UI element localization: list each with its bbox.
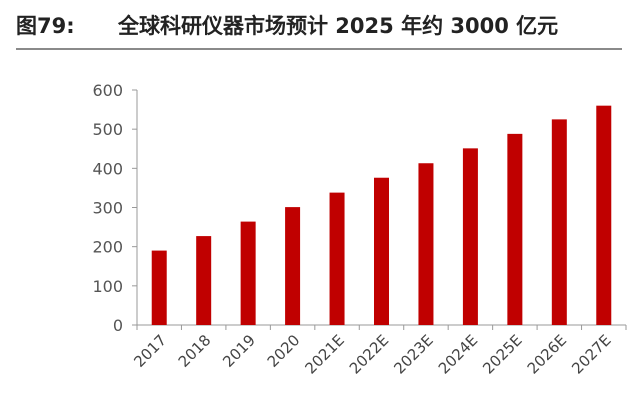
x-tick-label: 2018 <box>175 331 215 371</box>
bar <box>374 177 389 325</box>
x-tick-label: 2017 <box>130 331 170 371</box>
y-axis: 0 100 200 300 400 500 600 <box>92 81 138 335</box>
bar <box>596 105 612 326</box>
y-tick-label: 0 <box>113 316 123 335</box>
bar <box>196 236 212 325</box>
x-tick-label: 2025E <box>479 331 525 377</box>
bars <box>151 105 612 326</box>
y-tick-label: 500 <box>92 120 123 139</box>
bar <box>329 192 345 325</box>
x-tick-label: 2020 <box>264 331 304 371</box>
x-axis: 2017 2018 2019 20202021E2022E2023E2024E2025… <box>130 324 627 378</box>
bar <box>551 119 567 325</box>
bar <box>151 250 167 325</box>
bar <box>285 207 301 325</box>
figure-header: 图79: 全球科研仪器市场预计 2025 年约 3000 亿元 <box>0 0 640 56</box>
x-tick-label: 2021E <box>301 331 347 377</box>
bar <box>507 133 523 325</box>
x-tick-label: 2022E <box>346 331 392 377</box>
figure-title: 全球科研仪器市场预计 2025 年约 3000 亿元 <box>118 14 559 38</box>
x-tick-label: 2026E <box>524 331 570 377</box>
bar <box>418 163 434 325</box>
header-divider <box>16 48 622 50</box>
bar <box>462 148 478 325</box>
y-tick-label: 600 <box>92 81 123 100</box>
y-tick-label: 400 <box>92 159 123 178</box>
x-tick-label: 2019 <box>219 331 259 371</box>
x-tick-label: 2027E <box>568 331 614 377</box>
y-tick-label: 300 <box>92 199 123 218</box>
y-tick-label: 100 <box>92 277 123 296</box>
bar <box>240 221 256 325</box>
x-tick-label: 2023E <box>390 331 436 377</box>
y-tick-label: 200 <box>92 238 123 257</box>
figure-label: 图79: <box>16 14 75 38</box>
x-tick-label: 2024E <box>435 331 481 377</box>
